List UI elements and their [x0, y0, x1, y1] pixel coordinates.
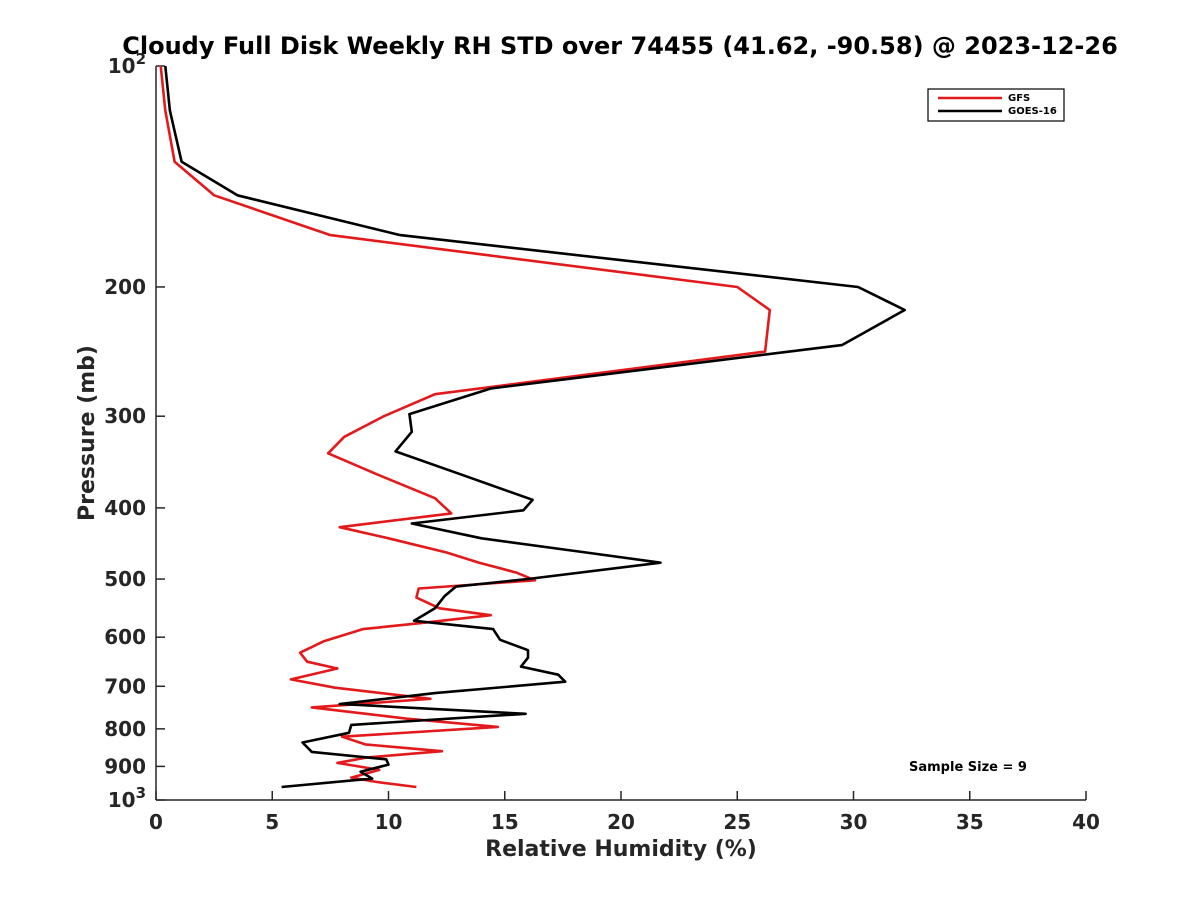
x-tick-label: 30 — [840, 810, 868, 834]
x-tick-label: 35 — [956, 810, 984, 834]
y-axis-label: Pressure (mb) — [75, 345, 100, 521]
x-tick-label: 5 — [265, 810, 279, 834]
y-tick-label: 400 — [104, 496, 146, 520]
y-tick-label: 500 — [104, 567, 146, 591]
x-tick-label: 0 — [149, 810, 163, 834]
series-line-goes16 — [164, 65, 907, 789]
legend-label-goes16: GOES-16 — [1008, 106, 1057, 117]
y-tick-label: 600 — [104, 625, 146, 649]
y-tick-label: 300 — [104, 404, 146, 428]
series-lines — [159, 65, 907, 789]
x-tick-label: 25 — [723, 810, 751, 834]
x-ticks: 0 5 10 15 20 25 30 35 40 — [149, 791, 1100, 834]
sample-size-annotation: Sample Size = 9 — [909, 760, 1027, 775]
plot-area: 0 5 10 15 20 25 30 35 40 102 200 300 400 500 600 700 80… — [104, 50, 1100, 834]
y-ticks: 102 200 300 400 500 600 700 800 900 103 — [104, 50, 165, 812]
x-axis-label: Relative Humidity (%) — [485, 837, 757, 862]
y-tick-label: 800 — [104, 717, 146, 741]
y-tick-label: 900 — [104, 754, 146, 778]
y-tick-label: 103 — [108, 784, 146, 812]
x-tick-label: 15 — [491, 810, 519, 834]
y-tick-label: 102 — [108, 50, 146, 78]
y-tick-label: 200 — [104, 275, 146, 299]
y-tick-label: 700 — [104, 674, 146, 698]
x-tick-label: 10 — [375, 810, 403, 834]
x-tick-label: 20 — [607, 810, 635, 834]
legend-label-gfs: GFS — [1008, 93, 1030, 104]
legend-box — [927, 88, 1065, 122]
legend: GFS GOES-16 — [927, 88, 1065, 122]
x-tick-label: 40 — [1072, 810, 1100, 834]
series-line-gfs — [159, 65, 772, 789]
chart-title: Cloudy Full Disk Weekly RH STD over 7445… — [122, 32, 1118, 60]
